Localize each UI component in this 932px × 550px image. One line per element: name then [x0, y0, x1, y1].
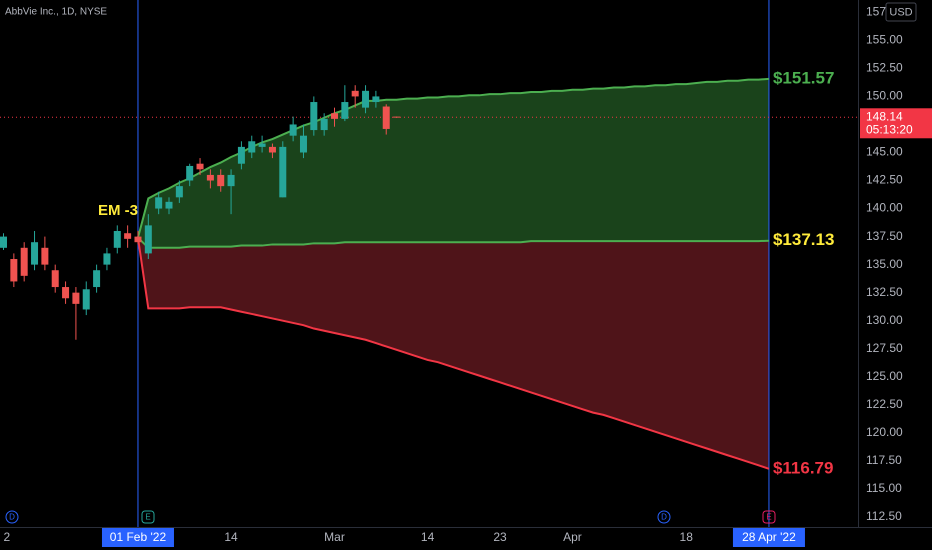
candle-body	[144, 225, 152, 254]
candle-body	[258, 143, 266, 147]
candle-body	[320, 118, 328, 131]
candle-body	[41, 247, 49, 265]
candle-body	[20, 247, 28, 276]
y-tick-label: 135.00	[866, 257, 903, 271]
candle-body	[72, 292, 80, 304]
candle-body	[0, 236, 7, 248]
y-tick-label: 155.00	[866, 33, 903, 47]
candle-body	[196, 163, 204, 170]
candle-body	[331, 113, 339, 119]
level-label: $137.13	[773, 230, 834, 249]
y-tick-label: 142.50	[866, 173, 903, 187]
y-tick-label: 127.50	[866, 341, 903, 355]
candle-body	[31, 242, 39, 265]
y-tick-label: 120.00	[866, 425, 903, 439]
y-tick-label: 140.00	[866, 201, 903, 215]
candle-body	[175, 186, 183, 198]
y-tick-label: 112.50	[866, 509, 902, 523]
candle-body	[393, 116, 401, 118]
x-tick-label: 23	[493, 530, 507, 544]
candle-body	[227, 174, 235, 187]
candle-body	[206, 174, 214, 181]
candle-body	[362, 90, 370, 108]
currency-badge	[885, 2, 917, 22]
candle-body	[186, 165, 194, 181]
y-tick-label: 150.00	[866, 89, 903, 103]
candle-body	[62, 287, 70, 299]
candle-body	[351, 90, 359, 97]
chart-title: AbbVie Inc., 1D, NYSE	[5, 7, 107, 18]
candle-body	[134, 236, 142, 243]
level-label: $151.57	[773, 68, 834, 87]
x-tick-label: Mar	[324, 530, 345, 544]
candle-body	[237, 146, 245, 164]
band-line	[136, 237, 770, 470]
candle-body	[268, 146, 276, 153]
y-tick-label: 122.50	[866, 397, 903, 411]
x-tick-label: 14	[224, 530, 238, 544]
candle-body	[103, 253, 111, 265]
band-line	[137, 236, 769, 249]
annotation: EM -3	[98, 202, 138, 219]
candle-body	[310, 102, 318, 131]
candle-body	[113, 230, 121, 248]
y-tick-label: 152.50	[866, 61, 903, 75]
candle-body	[341, 102, 349, 119]
price-badge	[860, 108, 932, 139]
candle-body	[51, 270, 59, 288]
candle-body	[299, 135, 307, 153]
countdown-label: 05:13:20	[866, 122, 913, 136]
candle-body	[165, 201, 173, 209]
event-icon[interactable]	[762, 510, 776, 524]
y-tick-label: 117.50	[866, 453, 902, 467]
event-icon[interactable]	[141, 510, 155, 524]
band-fill	[137, 237, 769, 469]
y-tick-label: 145.00	[866, 145, 903, 159]
x-tick-label: 01 Feb '22	[110, 530, 167, 544]
y-tick-label: 115.00	[866, 481, 902, 495]
y-tick-label: 130.00	[866, 313, 903, 327]
x-range-badge	[732, 528, 805, 547]
candle-body	[248, 141, 256, 153]
candle-body	[10, 259, 18, 282]
y-tick-label: 125.00	[866, 369, 903, 383]
x-range-badge	[101, 528, 174, 547]
event-label: D	[9, 513, 15, 522]
candle-body	[93, 270, 101, 288]
price-label: 148.14	[866, 109, 903, 123]
x-tick-label: Apr	[563, 530, 582, 544]
band-fill	[137, 78, 769, 248]
axes: 112.50 115.00 117.50 120.00 122.50 125.00 127.…	[4, 2, 932, 547]
event-icon[interactable]	[657, 510, 671, 524]
plot-area: $151.57 $137.13 $116.79	[0, 0, 858, 527]
event-icon[interactable]	[5, 510, 19, 524]
event-label: E	[766, 513, 771, 522]
event-markers: D E D E	[5, 510, 776, 524]
candle-body	[82, 289, 90, 310]
level-label: $116.79	[773, 458, 834, 477]
candle-body	[279, 146, 287, 198]
candle-body	[124, 233, 132, 239]
x-tick-label: 18	[680, 530, 694, 544]
x-tick-label: 14	[421, 530, 435, 544]
currency-label: USD	[889, 6, 912, 18]
event-label: E	[145, 513, 150, 522]
candle-body	[217, 174, 225, 187]
candle-body	[289, 124, 297, 136]
candle-body	[382, 106, 390, 129]
x-tick-label: 2	[4, 530, 11, 544]
x-tick-label: 28 Apr '22	[742, 530, 796, 544]
candle-body	[372, 96, 380, 103]
y-tick-label: 132.50	[866, 285, 903, 299]
candle-body	[155, 197, 163, 209]
event-label: D	[661, 513, 667, 522]
y-tick-label: 137.50	[866, 229, 903, 243]
